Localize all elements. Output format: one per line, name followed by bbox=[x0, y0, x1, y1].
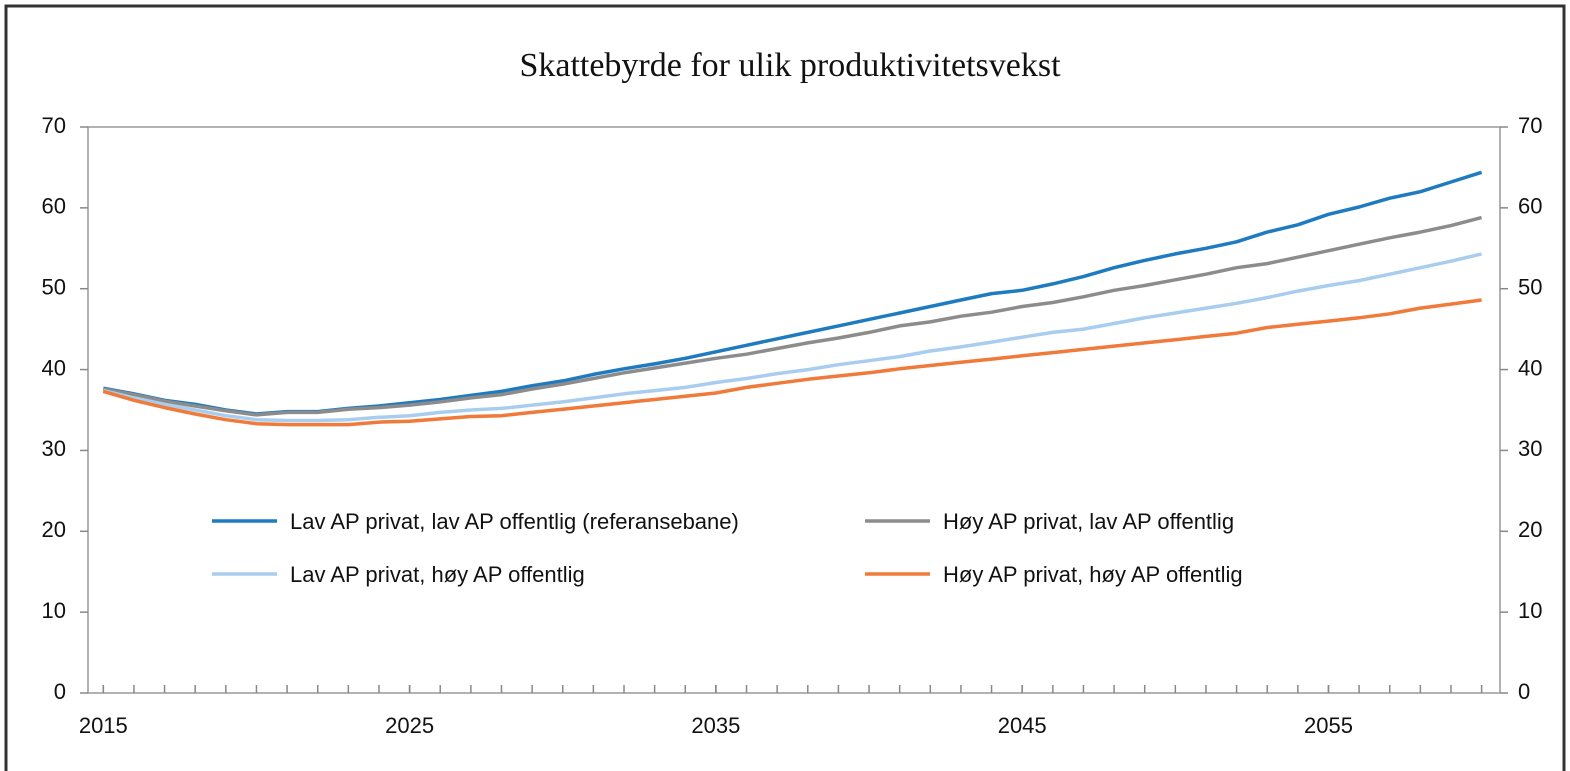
x-tick-label: 2055 bbox=[1304, 713, 1353, 738]
series-line bbox=[102, 170, 1483, 416]
series-line bbox=[102, 215, 1483, 417]
chart-title: Skattebyrde for ulik produktivitetsvekst bbox=[519, 47, 1061, 84]
y2-tick-label: 10 bbox=[1518, 598, 1542, 623]
x-tick-label: 2045 bbox=[998, 713, 1047, 738]
series-line bbox=[102, 298, 1482, 427]
series-line bbox=[102, 252, 1483, 423]
y-tick-label: 60 bbox=[42, 194, 66, 219]
y-tick-label: 40 bbox=[42, 355, 66, 380]
y2-tick-label: 40 bbox=[1518, 355, 1542, 380]
legend-label: Høy AP privat, høy AP offentlig bbox=[943, 562, 1243, 587]
x-tick-label: 2025 bbox=[385, 713, 434, 738]
y2-tick-label: 50 bbox=[1518, 275, 1542, 300]
y-tick-label: 10 bbox=[42, 598, 66, 623]
y-tick-label: 20 bbox=[42, 517, 66, 542]
x-tick-label: 2015 bbox=[79, 713, 128, 738]
y-tick-label: 0 bbox=[54, 679, 66, 704]
legend-label: Lav AP privat, høy AP offentlig bbox=[290, 562, 585, 587]
y2-tick-label: 60 bbox=[1518, 194, 1542, 219]
legend-label: Lav AP privat, lav AP offentlig (referan… bbox=[290, 509, 739, 534]
plot-area bbox=[87, 126, 1501, 694]
frame bbox=[4, 4, 1566, 771]
y2-tick-label: 20 bbox=[1518, 517, 1542, 542]
y2-tick-label: 30 bbox=[1518, 436, 1542, 461]
y-tick-label: 30 bbox=[42, 436, 66, 461]
y-tick-label: 50 bbox=[42, 275, 66, 300]
y2-tick-label: 0 bbox=[1518, 679, 1530, 704]
legend-label: Høy AP privat, lav AP offentlig bbox=[943, 509, 1234, 534]
y-tick-label: 70 bbox=[42, 113, 66, 138]
y2-tick-label: 70 bbox=[1518, 113, 1542, 138]
x-tick-label: 2035 bbox=[691, 713, 740, 738]
